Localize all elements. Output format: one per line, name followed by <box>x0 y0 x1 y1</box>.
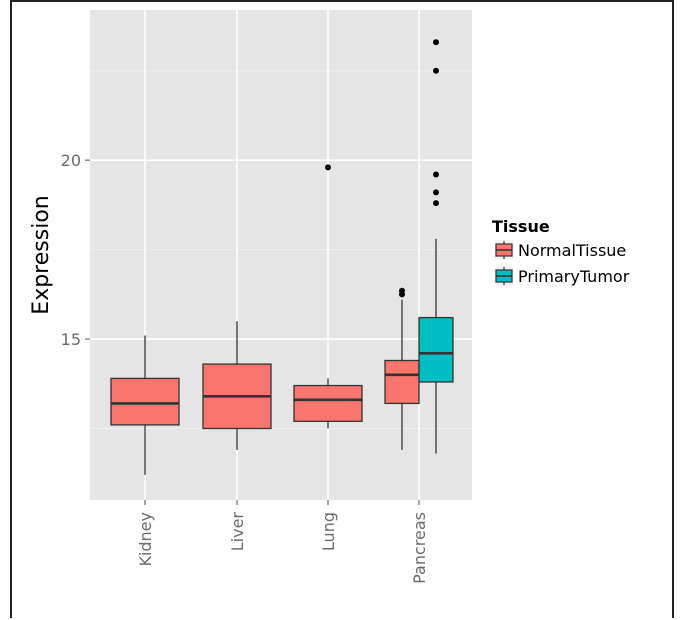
legend: Tissue NormalTissue PrimaryTumor <box>492 217 630 287</box>
legend-label: PrimaryTumor <box>518 267 630 286</box>
x-tick-label: Liver <box>228 512 247 552</box>
x-axis-ticks: Kidney Liver Lung Pancreas <box>136 500 429 584</box>
outlier-point <box>433 67 439 74</box>
outlier-point <box>433 189 439 196</box>
x-tick-label: Pancreas <box>410 512 429 584</box>
legend-key-primarytumor <box>493 265 515 287</box>
box-kidney-normaltissue <box>110 335 180 475</box>
x-tick-label: Lung <box>319 512 338 551</box>
box-body <box>293 384 363 422</box>
y-tick-label: 20 <box>61 151 81 170</box>
box-body <box>110 377 180 426</box>
box-pancreas-normaltissue <box>384 287 420 450</box>
outlier-point <box>325 164 331 171</box>
y-axis-label: Expression <box>29 195 54 314</box>
outlier-point <box>433 200 439 207</box>
legend-title: Tissue <box>492 217 550 236</box>
box-liver-normaltissue <box>202 321 272 450</box>
outlier-point <box>433 39 439 46</box>
box-pancreas-primarytumor <box>418 39 454 454</box>
box-lung-normaltissue <box>293 164 363 429</box>
box-body <box>384 359 420 405</box>
legend-key-normaltissue <box>493 239 515 261</box>
outlier-point <box>433 171 439 178</box>
x-tick-label: Kidney <box>136 512 155 567</box>
legend-label: NormalTissue <box>518 241 626 260</box>
outlier-point <box>399 287 405 294</box>
boxes <box>110 39 454 475</box>
figure-frame <box>10 0 674 618</box>
y-tick-label: 15 <box>61 330 81 349</box>
plot-panel <box>90 10 472 500</box>
box-body <box>418 316 454 383</box>
